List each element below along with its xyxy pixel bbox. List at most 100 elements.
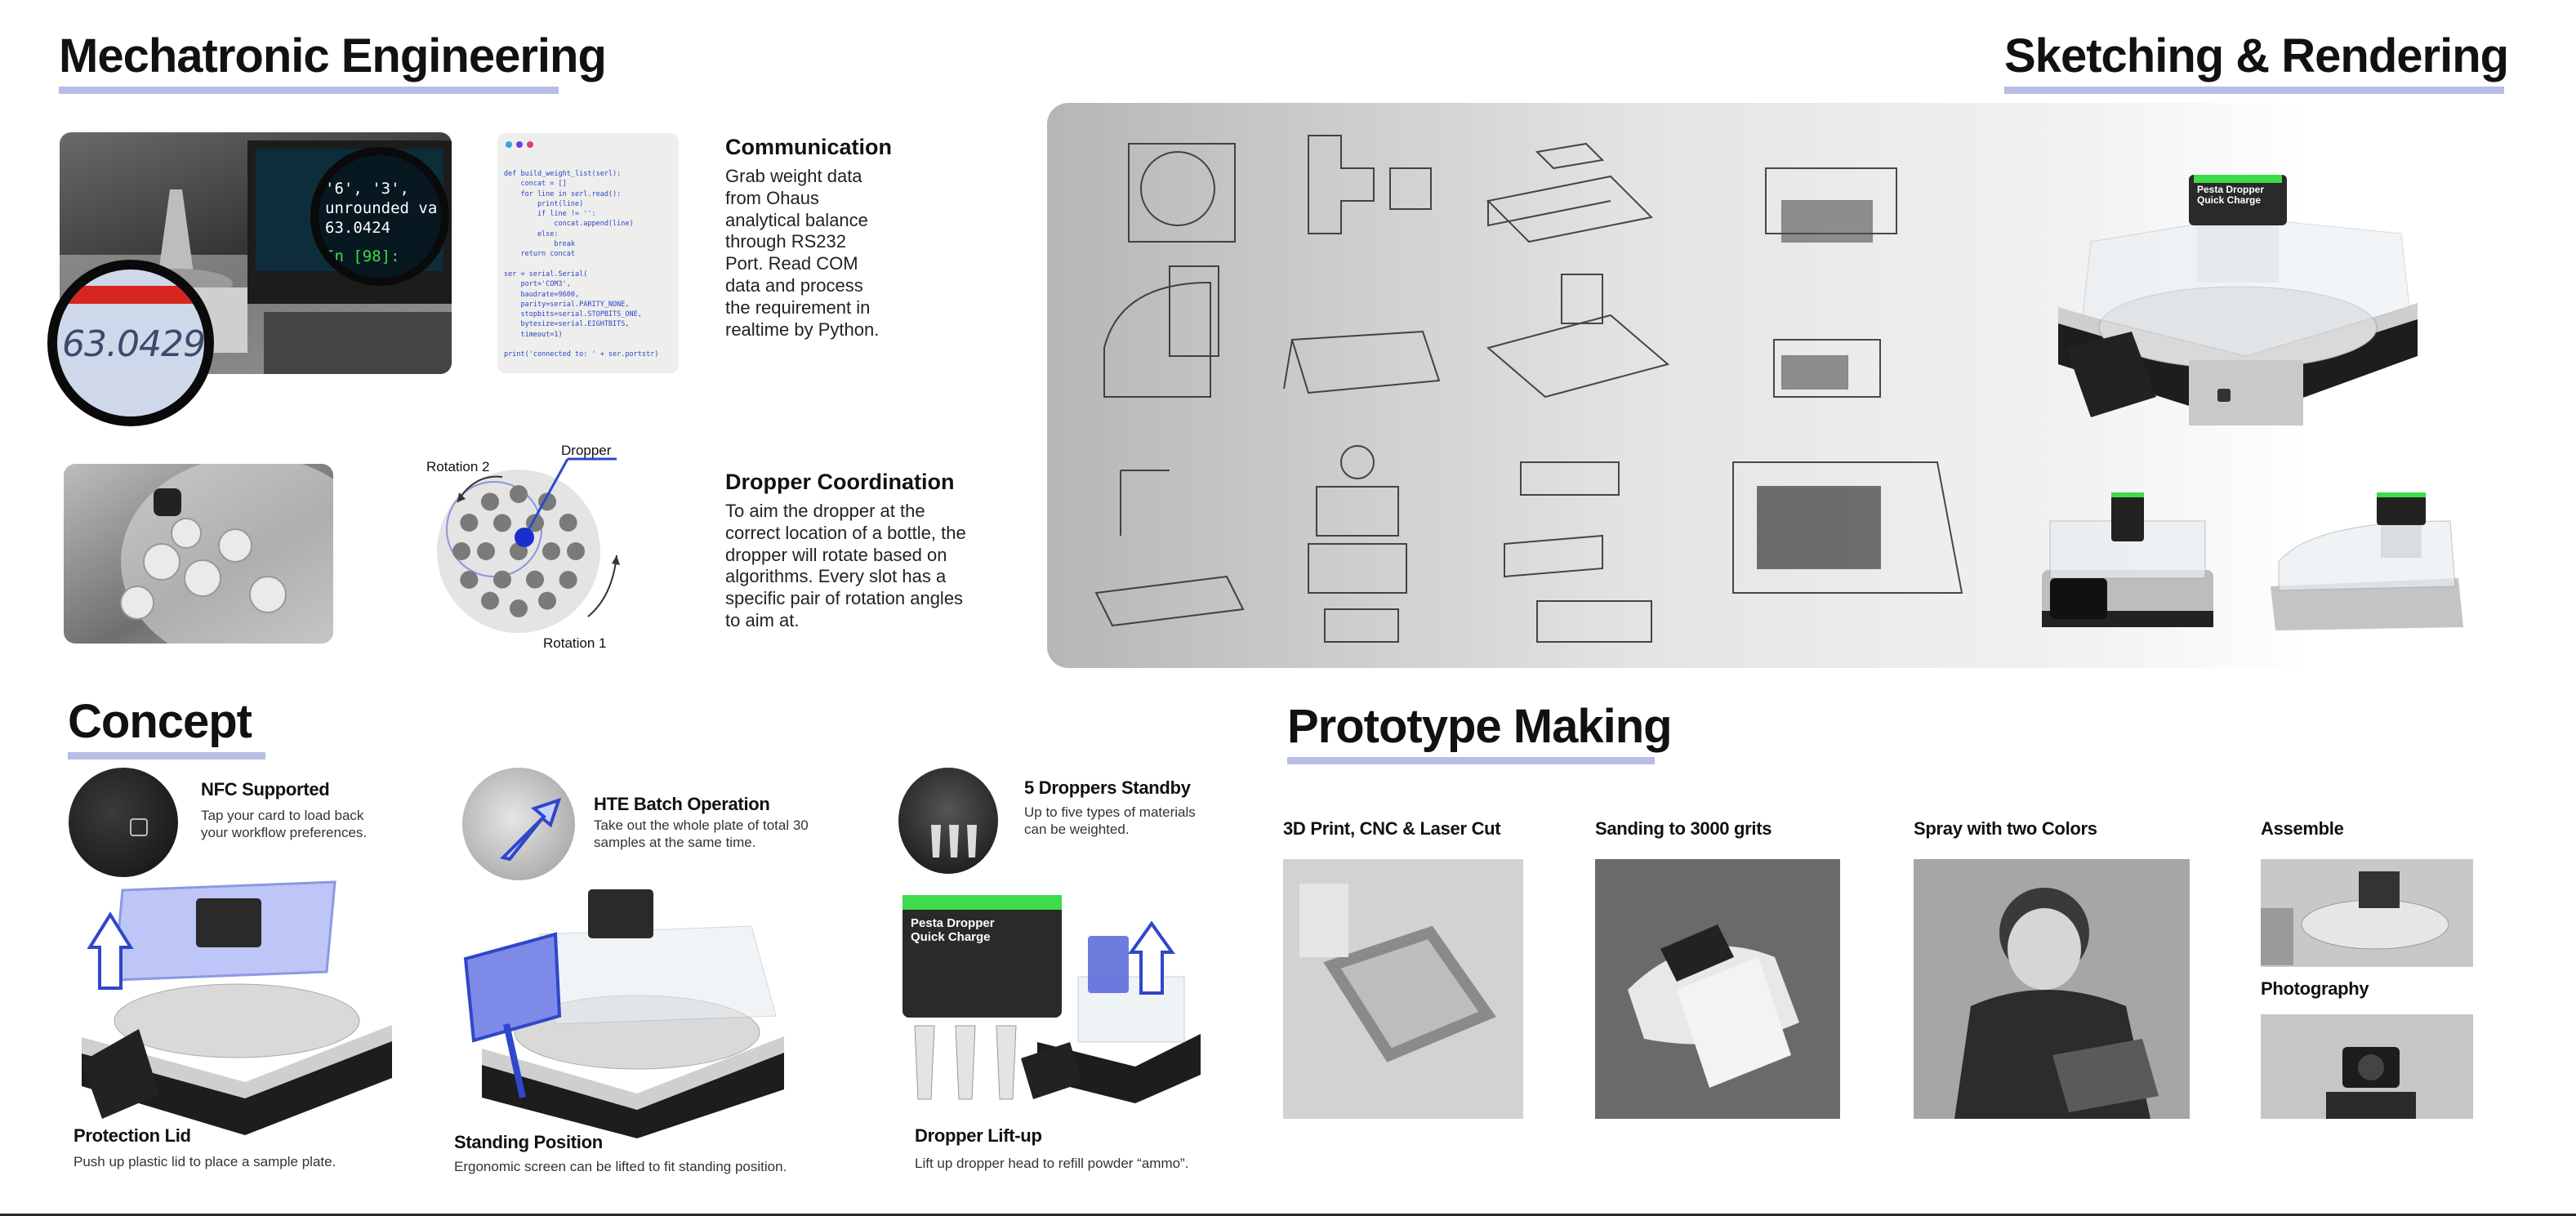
prototype-title: Prototype Making [1287, 700, 1673, 753]
code-line: stopbits=serial.STOPBITS_ONE, [504, 310, 642, 319]
bottom-rule [0, 1214, 2576, 1216]
photo-3d-print-art [1283, 859, 1523, 1119]
code-line: print(line) [504, 199, 584, 208]
code-line [504, 260, 658, 269]
caption-text-lift: Lift up dropper head to refill powder “a… [915, 1156, 1189, 1171]
concept-render-droppers [898, 879, 1209, 1107]
mechatronic-title: Mechatronic Engineering [59, 29, 607, 82]
code-window: def build_weight_list(serl): concat = []… [497, 133, 679, 373]
code-line [504, 340, 658, 350]
code-line: concat = [] [504, 180, 567, 189]
dropper-coordination-text: To aim the dropper at the correct locati… [725, 501, 966, 631]
main-render-art [2058, 175, 2418, 425]
plate-slot [460, 571, 479, 589]
step-label-sanding: Sanding to 3000 grits [1595, 818, 1772, 839]
caption-title-standing: Standing Position [454, 1132, 603, 1152]
code-line: timeout=1) [504, 330, 563, 339]
plate-slot [567, 542, 585, 560]
render-front-view-art [2042, 492, 2213, 627]
device-label: Pesta Dropper Quick Charge [2197, 184, 2265, 206]
communication-text: Grab weight data from Ohaus analytical b… [725, 166, 880, 340]
plate-slot [559, 514, 577, 532]
device-label-line-1: Pesta Dropper [2197, 184, 2265, 195]
plate-slot [510, 485, 528, 503]
code-line: port='COM3', [504, 280, 571, 289]
window-dot-icon [527, 141, 533, 148]
dropper-device-label-line-2: Quick Charge [911, 930, 991, 945]
plate-slot [526, 570, 544, 589]
dropper-device-label-line-1: Pesta Dropper [911, 916, 995, 930]
rotation-diagram-svg [437, 457, 620, 633]
photo-assemble [2261, 859, 2473, 967]
sample-plate-photo [64, 464, 333, 644]
render-side-view-art [2271, 492, 2463, 630]
code-line: bytesize=serial.EIGHTBITS, [504, 320, 630, 329]
screen-line-1: '6', '3', [325, 180, 409, 198]
plate-slot [493, 514, 511, 532]
code-line: ser = serial.Serial( [504, 269, 588, 278]
prototype-title-underline [1287, 757, 1655, 764]
window-dot-icon [506, 141, 512, 148]
code-line: def build_weight_list(serl): [504, 170, 622, 178]
code-line: if line != '': [504, 210, 596, 219]
rotation-diagram: Dropper Rotation 2 Rotation 1 [417, 441, 629, 653]
step-label-print: 3D Print, CNC & Laser Cut [1283, 818, 1501, 839]
main-render: Pesta Dropper Quick Charge [2042, 168, 2434, 446]
dropper-device-label: Pesta Dropper Quick Charge [911, 916, 995, 945]
sketching-title: Sketching & Rendering [2004, 29, 2509, 82]
nfc-icon [130, 818, 148, 836]
photo-assemble-art [2261, 859, 2473, 967]
caption-title-lift: Dropper Lift-up [915, 1125, 1042, 1146]
sample-plate-photo-art [120, 464, 333, 644]
hte-zoom-circle [462, 768, 575, 880]
window-controls [506, 141, 533, 148]
photo-spray [1914, 859, 2190, 1119]
diagram-label-dropper: Dropper [561, 443, 612, 458]
screen-line-3: 63.0424 [325, 218, 391, 237]
photo-sanding-art [1595, 859, 1840, 1119]
code-line: baudrate=9600, [504, 290, 580, 299]
photo-spray-art [1914, 859, 2190, 1119]
nfc-zoom-circle [69, 768, 178, 877]
sketch-drawings [1094, 135, 1963, 643]
code-line: return concat [504, 250, 575, 259]
photo-3d-print [1283, 859, 1523, 1119]
diagram-label-rotation-1: Rotation 1 [543, 635, 607, 651]
code-line: else: [504, 229, 559, 238]
caption-text-lid: Push up plastic lid to place a sample pl… [74, 1154, 336, 1169]
balance-readout: 63.0429 [62, 323, 205, 365]
dropper-coordination-heading: Dropper Coordination [725, 470, 955, 494]
screen-zoom-circle: '6', '3', unrounded va 63.0424 In [98]: [310, 147, 449, 286]
screen-line-2: unrounded va [325, 198, 438, 217]
render-front-view [2034, 488, 2222, 630]
diagram-label-rotation-2: Rotation 2 [426, 459, 490, 474]
code-block: def build_weight_list(serl): concat = []… [504, 169, 658, 360]
plate-slot [481, 591, 499, 610]
plate-slot [542, 542, 560, 560]
concept-title-underline [68, 752, 265, 759]
code-line: parity=serial.PARITY_NONE, [504, 300, 630, 309]
feature-text-droppers: Up to five types of materials can be wei… [1024, 804, 1196, 838]
code-line: for line in serl.read(): [504, 189, 622, 198]
photo-sanding [1595, 859, 1840, 1119]
photo-photography [2261, 1014, 2473, 1119]
feature-title-droppers: 5 Droppers Standby [1024, 777, 1191, 798]
plate-slot [510, 599, 528, 617]
window-dot-icon [516, 141, 523, 148]
code-line: break [504, 240, 575, 249]
concept-render-lid-art [82, 880, 392, 1135]
concept-render-standing [457, 885, 792, 1147]
plate-slot [493, 570, 511, 589]
plate-slot [452, 542, 470, 560]
feature-title-hte: HTE Batch Operation [594, 794, 770, 814]
communication-heading: Communication [725, 135, 893, 159]
hte-arrow-icon [500, 797, 562, 862]
step-label-assemble: Assemble [2261, 818, 2344, 839]
code-line: concat.append(line) [504, 220, 634, 229]
sketching-title-underline [2004, 87, 2504, 94]
feature-text-nfc: Tap your card to load back your workflow… [201, 808, 368, 841]
render-side-view [2262, 488, 2471, 630]
droppers-zoom-art [931, 825, 977, 857]
feature-title-nfc: NFC Supported [201, 779, 330, 800]
mechatronic-title-underline [59, 87, 559, 94]
